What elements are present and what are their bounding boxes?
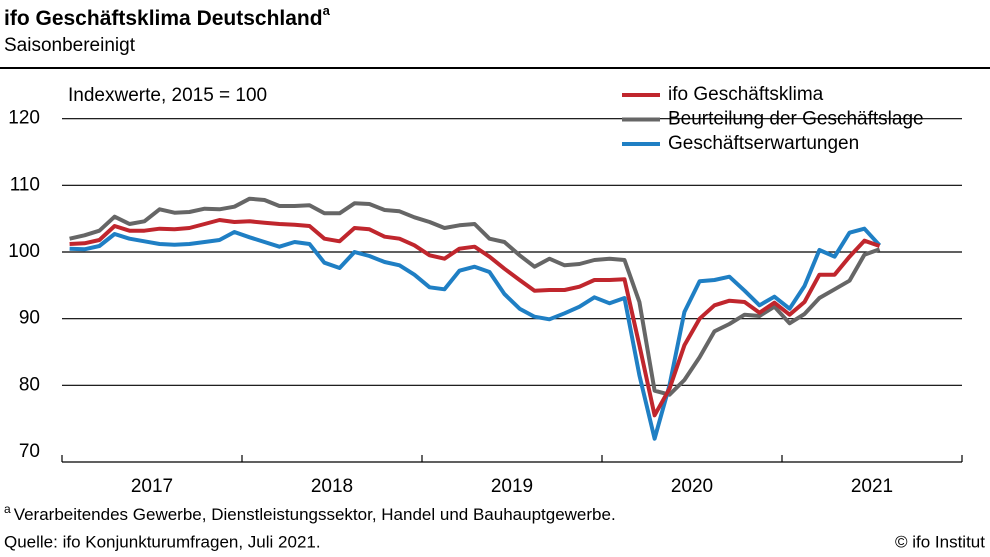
x-tick-label: 2017 bbox=[131, 476, 173, 497]
legend-label: Beurteilung der Geschäftslage bbox=[668, 109, 924, 130]
copyright: © ifo Institut bbox=[895, 532, 985, 551]
x-tick-label: 2021 bbox=[851, 476, 893, 497]
y-tick-label: 80 bbox=[19, 374, 40, 395]
series-line bbox=[69, 218, 881, 418]
x-tick-label: 2018 bbox=[311, 476, 353, 497]
chart-title: ifo Geschäftsklima Deutschlanda bbox=[4, 3, 331, 29]
footnote-marker: a bbox=[4, 502, 11, 516]
footnote-text: Verarbeitendes Gewerbe, Dienstleistungss… bbox=[14, 505, 616, 524]
footnote: a Verarbeitendes Gewerbe, Dienstleistungs… bbox=[4, 502, 616, 524]
x-tick-label: 2019 bbox=[491, 476, 533, 497]
legend-label: Geschäftserwartungen bbox=[668, 133, 859, 154]
title-text: ifo Geschäftsklima Deutschland bbox=[4, 7, 323, 30]
series-line bbox=[69, 196, 881, 397]
annotation: Indexwerte, 2015 = 100 bbox=[68, 85, 267, 106]
y-tick-label: 110 bbox=[10, 174, 40, 195]
source: Quelle: ifo Konjunkturumfragen, Juli 202… bbox=[4, 532, 321, 551]
title-marker: a bbox=[323, 3, 331, 18]
series-line bbox=[69, 226, 882, 441]
y-tick-label: 70 bbox=[19, 441, 40, 462]
x-tick-label: 2020 bbox=[671, 476, 713, 497]
y-tick-label: 90 bbox=[19, 308, 40, 329]
legend-label: ifo Geschäftsklima bbox=[668, 84, 824, 105]
y-tick-label: 100 bbox=[8, 241, 40, 262]
y-tick-label: 120 bbox=[8, 108, 40, 129]
subtitle: Saisonbereinigt bbox=[4, 35, 136, 56]
